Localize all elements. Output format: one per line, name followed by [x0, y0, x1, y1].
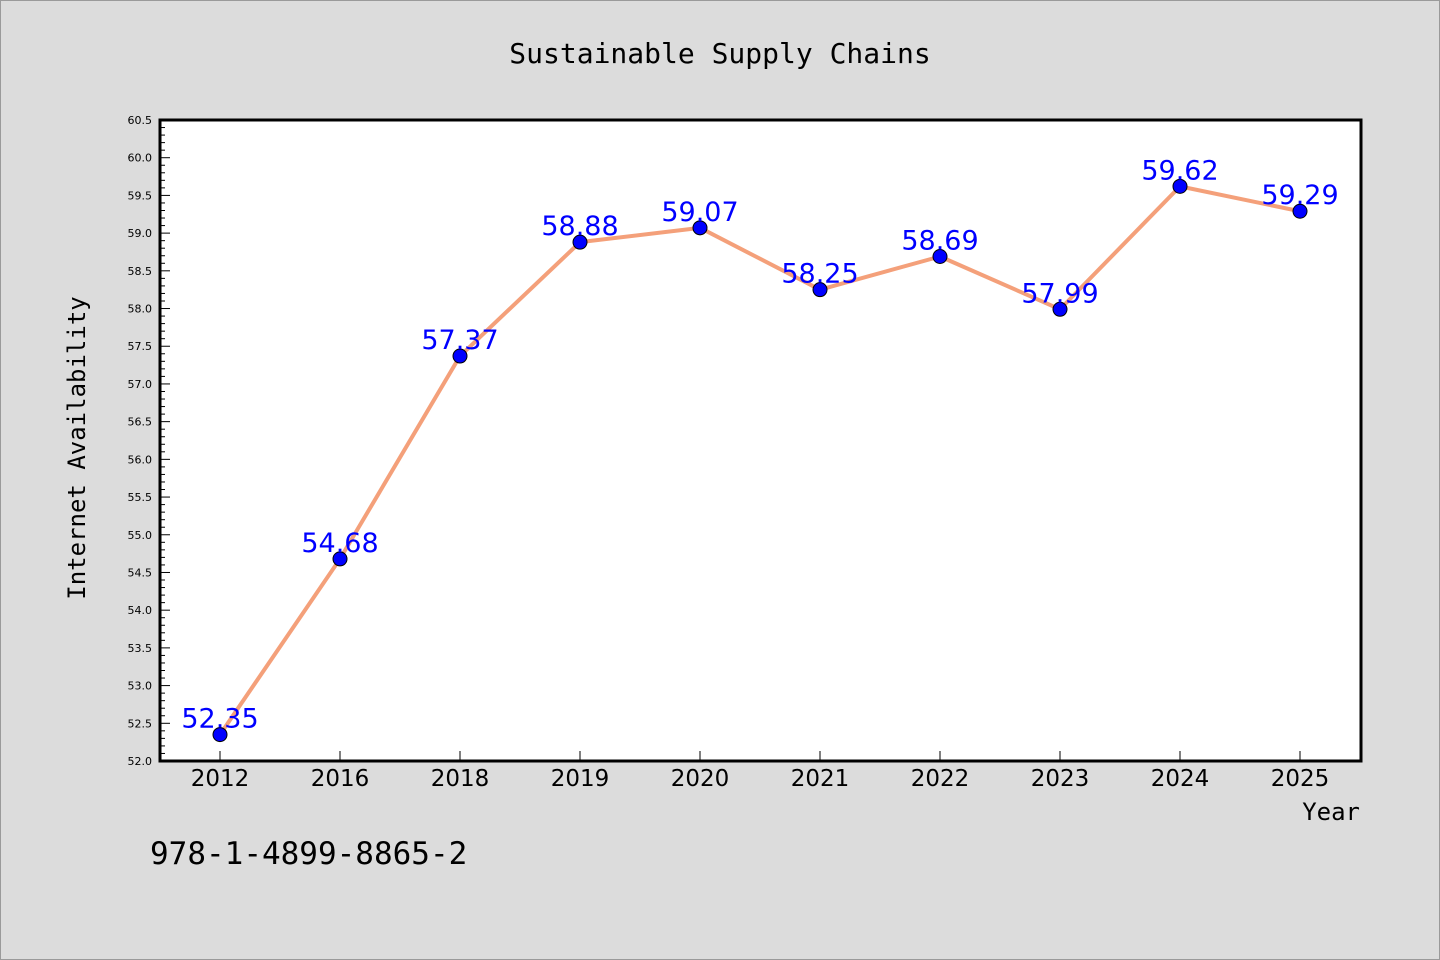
y-tick-label: 53.0 [128, 680, 153, 693]
y-axis: 52.0 52.5 53.0 53.5 54.0 54.5 55.0 55.5 56.0 56.5… [128, 114, 170, 768]
y-tick-label: 55.0 [128, 529, 153, 542]
x-tick-label: 2016 [311, 766, 370, 792]
data-value-label: 58.88 [541, 211, 618, 242]
data-point-marker [1292, 203, 1308, 219]
chart-title: Sustainable Supply Chains [509, 37, 930, 70]
data-point-marker [812, 282, 828, 298]
x-axis-label: Year [1302, 798, 1360, 826]
y-tick-label: 52.5 [128, 717, 153, 730]
x-tick-label: 2023 [1031, 766, 1090, 792]
data-point-marker [692, 220, 708, 236]
y-axis-label: Internet Availability [63, 296, 91, 599]
y-tick-label: 56.0 [128, 453, 153, 466]
data-point-marker [1052, 301, 1068, 317]
data-value-label: 54.68 [301, 528, 378, 559]
data-point-marker [1172, 178, 1188, 194]
data-value-label: 59.29 [1261, 180, 1338, 211]
x-axis: 2012 2016 2018 2019 2020 2021 2022 2023 2024 2025 [191, 751, 1330, 792]
data-value-label: 52.35 [181, 704, 258, 735]
y-tick-label: 59.5 [128, 189, 153, 202]
plot-frame [158, 118, 1363, 763]
isbn-annotation: 978-1-4899-8865-2 [150, 836, 467, 872]
data-value-label: 58.69 [901, 225, 978, 256]
x-tick-label: 2019 [551, 766, 610, 792]
data-point-marker [332, 551, 348, 567]
x-tick-label: 2024 [1151, 766, 1210, 792]
x-tick-label: 2021 [791, 766, 850, 792]
y-tick-label: 54.0 [128, 604, 153, 617]
y-tick-label: 56.5 [128, 416, 153, 429]
data-point-marker [212, 727, 228, 743]
data-value-label: 59.07 [661, 197, 738, 228]
y-tick-label: 57.0 [128, 378, 153, 391]
x-tick-label: 2018 [431, 766, 490, 792]
y-tick-label: 54.5 [128, 566, 153, 579]
y-tick-label: 60.5 [128, 114, 153, 127]
y-tick-label: 52.0 [128, 755, 153, 768]
y-tick-label: 59.0 [128, 227, 153, 240]
series-line [218, 184, 1302, 737]
data-value-label: 57.99 [1021, 278, 1098, 309]
y-tick-label: 53.5 [128, 642, 153, 655]
y-tick-label: 58.0 [128, 303, 153, 316]
x-tick-label: 2020 [671, 766, 730, 792]
x-tick-label: 2025 [1271, 766, 1330, 792]
data-value-label: 59.62 [1141, 155, 1218, 186]
data-series [212, 178, 1308, 743]
y-tick-label: 55.5 [128, 491, 153, 504]
data-value-label: 58.25 [781, 259, 858, 290]
y-tick-label: 58.5 [128, 265, 153, 278]
x-tick-label: 2022 [911, 766, 970, 792]
x-tick-label: 2012 [191, 766, 250, 792]
data-point-marker [452, 348, 468, 364]
plot-area [160, 120, 1361, 761]
data-labels: 52.35 54.68 57.37 58.88 59.07 58.25 58.69 57.99… [181, 155, 1338, 734]
y-tick-label: 57.5 [128, 340, 153, 353]
y-tick-label: 60.0 [128, 152, 153, 165]
data-value-label: 57.37 [421, 325, 498, 356]
data-point-marker [572, 234, 588, 250]
data-point-marker [932, 248, 948, 264]
